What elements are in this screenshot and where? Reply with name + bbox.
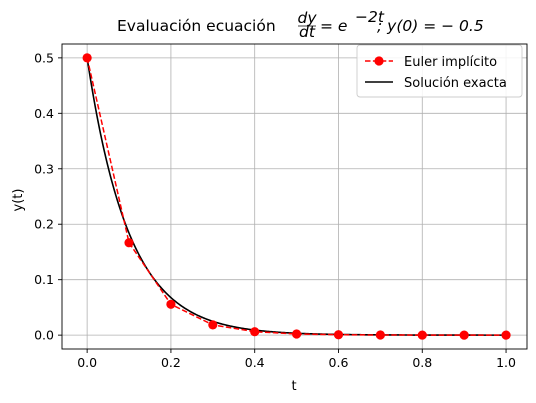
euler-implicit-point (333, 330, 344, 340)
x-tick-label: 0.2 (161, 355, 181, 370)
y-tick-label: 0.2 (34, 217, 54, 232)
y-axis-label: y(t) (11, 189, 26, 212)
chart-title: Evaluación ecuación dy dt = e −2t ; y(0)… (117, 8, 484, 41)
euler-implicit-point (375, 330, 385, 340)
y-tick-label: 0.4 (34, 106, 54, 121)
euler-implicit-point (459, 330, 469, 340)
euler-implicit-point (124, 238, 134, 248)
euler-implicit-point (250, 327, 260, 337)
y-tick-label: 0.1 (34, 272, 54, 287)
exact-solution-line (86, 57, 507, 336)
chart-title-prefix: Evaluación ecuación (117, 17, 276, 35)
x-tick-label: 0.4 (245, 355, 265, 370)
legend-euler-marker (374, 56, 384, 66)
x-axis-label: t (291, 379, 296, 394)
chart-title-exponent: −2t (355, 8, 385, 26)
chart-title-dy: dy (297, 9, 317, 27)
svg-text:Evaluación ecuación: Evaluación ecuación (117, 17, 276, 35)
chart-title-dt: dt (299, 23, 316, 41)
euler-implicit-point (417, 330, 427, 340)
legend-exact-label: Solución exacta (404, 76, 507, 91)
plot-series (82, 53, 511, 340)
x-tick-label: 0.6 (329, 355, 349, 370)
euler-implicit-point (166, 299, 176, 309)
x-tick-label: 0.0 (77, 355, 97, 370)
y-tick-label: 0.5 (34, 50, 54, 65)
y-tick-label: 0.0 (34, 328, 54, 343)
euler-implicit-point (501, 330, 511, 340)
plot-frame (61, 43, 528, 350)
chart-title-rhs: = e (320, 17, 347, 35)
x-tick-label: 0.8 (412, 355, 432, 370)
euler-implicit-line (86, 57, 507, 336)
legend: Euler implícito Solución exacta (356, 44, 523, 98)
x-tick-label: 1.0 (496, 355, 516, 370)
legend-box (356, 44, 523, 98)
euler-implicit-point (208, 320, 218, 330)
euler-implicit-point (82, 53, 92, 63)
chart-title-condition: ; y(0) = − 0.5 (377, 17, 484, 35)
y-tick-label: 0.3 (34, 161, 54, 176)
ticks: 0.0 0.2 0.4 0.6 0.8 1.0 0.0 0.1 0.2 0.3 0.4 0.5 (34, 50, 516, 370)
euler-implicit-point (291, 329, 302, 339)
legend-euler-label: Euler implícito (404, 55, 497, 70)
